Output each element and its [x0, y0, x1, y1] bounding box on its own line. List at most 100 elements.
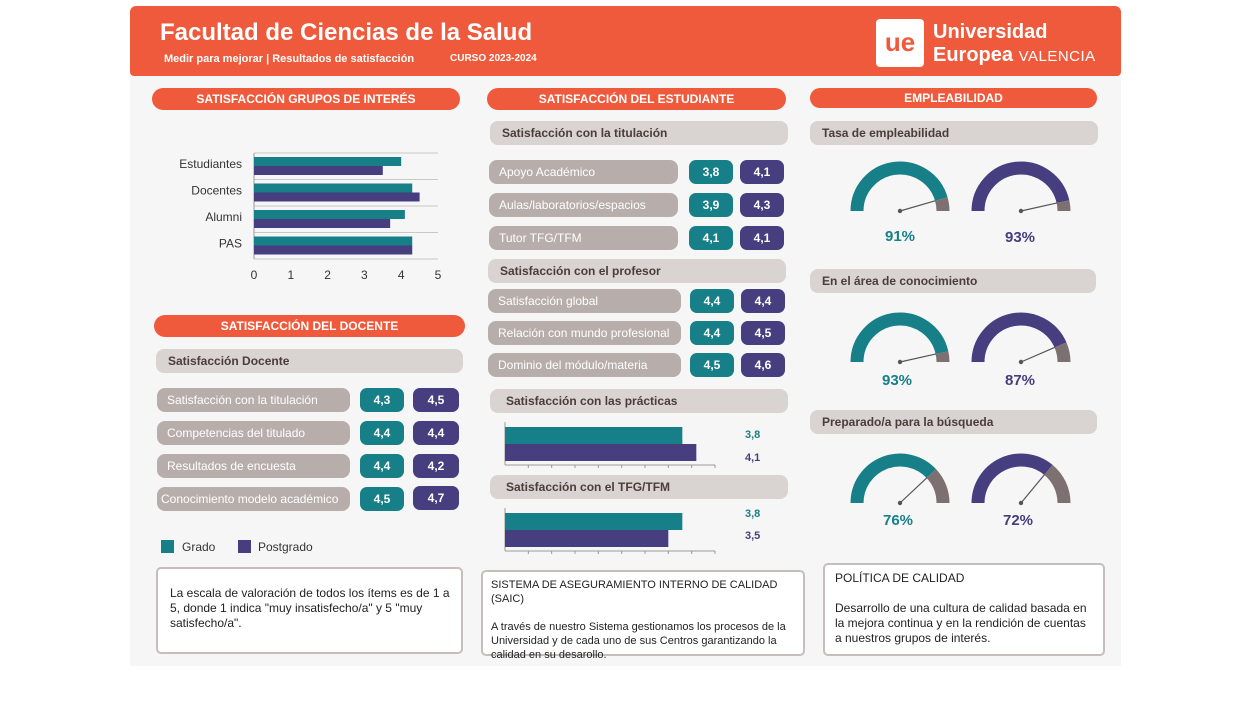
- category-label: Alumni: [205, 210, 242, 224]
- gauge-needle: [899, 200, 936, 212]
- teacher-section-title: Satisfacción Docente: [156, 349, 463, 373]
- internships-postgrado-label: 4,1: [745, 452, 761, 464]
- gauge-needle: [899, 477, 928, 504]
- gauge-value-arc: [971, 312, 1067, 363]
- bar-postgrado: [254, 219, 391, 228]
- bar-grado: [254, 210, 405, 219]
- grado-value-badge: 4,5: [360, 487, 404, 511]
- grado-value-badge: 4,5: [690, 353, 734, 377]
- employability-pill: EMPLEABILIDAD: [810, 88, 1097, 108]
- legend-postgrado-label: Postgrado: [258, 540, 313, 554]
- university-logo-icon: ue: [876, 19, 924, 67]
- gauge-value-arc: [971, 453, 1053, 504]
- teacher-row-label: Resultados de encuesta: [157, 454, 350, 478]
- quality-policy-title: POLÍTICA DE CALIDAD: [835, 571, 965, 585]
- postgrado-value-badge: 4,2: [413, 454, 459, 478]
- employment-rate-section-title: Tasa de empleabilidad: [810, 121, 1098, 145]
- gauge-grado: [850, 312, 950, 365]
- logo-text-europea-word: Europea: [933, 44, 1014, 66]
- scale-note-text: La escala de valoración de todos los íte…: [170, 586, 450, 630]
- postgrado-value-badge: 4,4: [413, 421, 459, 445]
- degree-row-label: Tutor TFG/TFM: [489, 226, 678, 250]
- professor-row-label: Dominio del módulo/materia: [488, 353, 681, 377]
- grado-value-badge: 3,8: [689, 160, 733, 184]
- degree-row-label: Aulas/laboratorios/espacios: [489, 193, 678, 217]
- tfg-postgrado-label: 3,5: [745, 530, 761, 542]
- legend-postgrado-swatch: [238, 540, 251, 553]
- category-label: Docentes: [191, 184, 242, 198]
- professor-section-title: Satisfacción con el profesor: [488, 259, 786, 283]
- bar-grado: [505, 513, 683, 530]
- category-label: Estudiantes: [179, 157, 242, 171]
- grado-value-badge: 4,4: [690, 289, 734, 313]
- gauge-pivot: [897, 208, 903, 214]
- postgrado-value-badge: 4,5: [413, 388, 459, 412]
- bar-grado: [254, 157, 402, 166]
- postgrado-value-badge: 4,6: [741, 353, 785, 377]
- logo-text-valencia: VALENCIA: [1018, 48, 1096, 65]
- grado-value-badge: 4,1: [689, 226, 733, 250]
- grado-value-badge: 4,4: [360, 421, 404, 445]
- x-tick-label: 3: [361, 268, 368, 282]
- degree-row-label: Apoyo Académico: [489, 160, 678, 184]
- gauge-remainder-arc: [935, 351, 950, 363]
- bar-grado: [254, 236, 413, 246]
- gauge-postgrado: [971, 161, 1071, 214]
- x-tick-label: 5: [435, 268, 442, 282]
- tfg-section-title: Satisfacción con el TFG/TFM: [490, 475, 788, 499]
- grado-value-badge: 4,4: [690, 321, 734, 345]
- teacher-row-label: Satisfacción con la titulación: [157, 388, 350, 412]
- legend-grado-label: Grado: [182, 540, 216, 554]
- saic-box: SISTEMA DE ASEGURAMIENTO INTERNO DE CALI…: [481, 570, 805, 661]
- interest-groups-chart: Estudiantes Docentes Alumni PAS 0 1 2 3 4 5: [179, 152, 442, 282]
- grado-value-badge: 4,3: [360, 388, 404, 412]
- bar-grado: [505, 427, 683, 444]
- gauge-remainder-arc: [926, 469, 950, 504]
- gauge-pivot: [1018, 359, 1024, 365]
- page-subtitle: Medir para mejorar | Resultados de satis…: [164, 53, 415, 65]
- gauge-value-arc: [850, 312, 949, 363]
- teacher-row-label: Competencias del titulado: [157, 421, 350, 445]
- gauge-value-arc: [850, 161, 948, 212]
- professor-row-label: Satisfacción global: [488, 289, 681, 313]
- professor-row-label: Relación con mundo profesional: [488, 321, 681, 345]
- x-tick-label: 1: [287, 268, 294, 282]
- job-search-postgrado-value: 72%: [1002, 512, 1034, 529]
- tfg-chart: [504, 508, 716, 554]
- gauge-value-arc: [971, 161, 1070, 212]
- gauge-pivot: [897, 500, 903, 506]
- employment-rate-grado-value: 91%: [884, 228, 916, 245]
- gauge-remainder-arc: [934, 197, 950, 212]
- saic-title: SISTEMA DE ASEGURAMIENTO INTERNO DE CALI…: [491, 579, 778, 605]
- gauge-remainder-arc: [1043, 464, 1071, 504]
- scale-note-box: La escala de valoración de todos los íte…: [156, 567, 463, 654]
- logo-text-universidad: Universidad: [933, 21, 1048, 43]
- gauge-postgrado: [971, 453, 1071, 506]
- bar-postgrado: [254, 166, 383, 175]
- knowledge-area-grado-value: 93%: [881, 372, 913, 389]
- saic-body: A través de nuestro Sistema gestionamos …: [491, 621, 786, 661]
- employment-rate-postgrado-value: 93%: [1004, 229, 1036, 246]
- grado-value-badge: 3,9: [689, 193, 733, 217]
- teacher-row-label: Conocimiento modelo académico: [157, 487, 350, 511]
- bar-grado: [254, 183, 413, 193]
- gauge-remainder-arc: [1054, 342, 1071, 363]
- x-tick-label: 4: [398, 268, 405, 282]
- x-tick-label: 2: [324, 268, 331, 282]
- internships-chart: [504, 422, 716, 468]
- postgrado-value-badge: 4,3: [740, 193, 784, 217]
- quality-policy-box: POLÍTICA DE CALIDAD Desarrollo de una cu…: [823, 563, 1105, 656]
- category-label: PAS: [219, 237, 242, 251]
- gauge-value-arc: [850, 453, 937, 504]
- bar-postgrado: [505, 530, 669, 547]
- bar-postgrado: [254, 192, 420, 202]
- postgrado-value-badge: 4,1: [740, 226, 784, 250]
- legend-grado-swatch: [161, 540, 174, 553]
- student-satisfaction-pill: SATISFACCIÓN DEL ESTUDIANTE: [487, 88, 786, 110]
- interest-groups-pill: SATISFACCIÓN GRUPOS DE INTERÉS: [152, 88, 460, 110]
- knowledge-area-section-title: En el área de conocimiento: [810, 269, 1096, 293]
- gauge-needle: [1020, 474, 1046, 504]
- gauge-remainder-arc: [1056, 200, 1071, 212]
- gauge-pivot: [1018, 208, 1024, 214]
- gauge-grado: [850, 453, 950, 506]
